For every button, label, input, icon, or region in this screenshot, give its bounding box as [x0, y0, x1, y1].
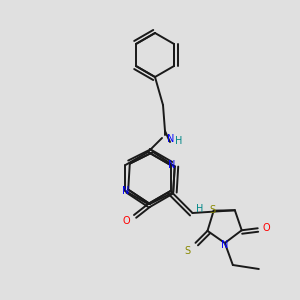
Text: O: O	[263, 223, 271, 233]
Text: H: H	[175, 136, 183, 146]
Text: N: N	[221, 240, 229, 250]
Text: N: N	[168, 160, 175, 170]
Text: S: S	[184, 246, 190, 256]
Text: S: S	[210, 205, 216, 214]
Text: O: O	[122, 216, 130, 226]
Text: N: N	[122, 186, 129, 196]
Text: H: H	[196, 204, 203, 214]
Text: N: N	[167, 134, 174, 144]
